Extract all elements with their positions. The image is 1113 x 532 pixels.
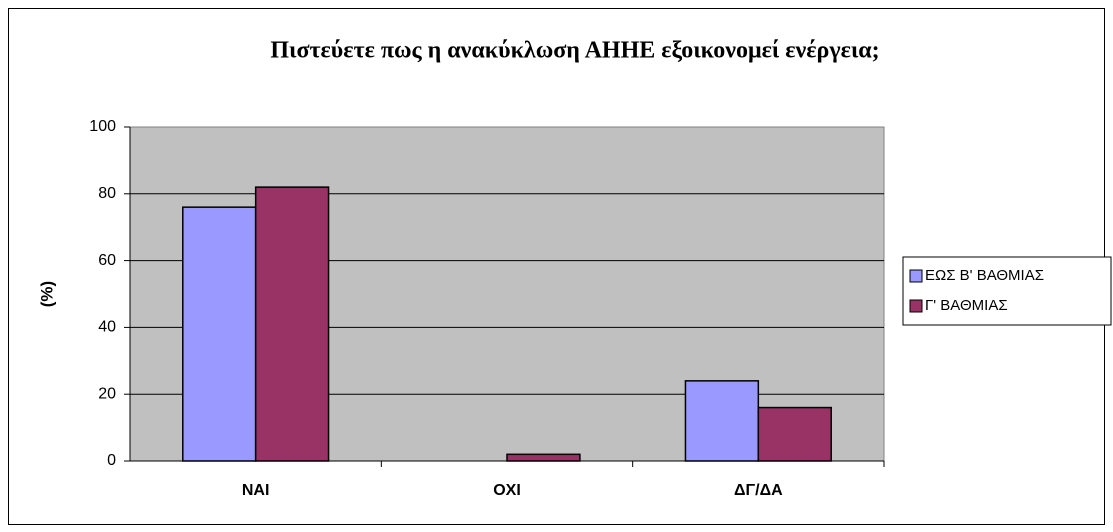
y-tick-label: 60 (98, 252, 116, 269)
y-axis-label: (%) (37, 281, 56, 307)
y-tick-label: 100 (89, 118, 116, 135)
bar (182, 206, 257, 462)
bar (254, 186, 330, 462)
y-tick-label: 0 (107, 452, 116, 469)
legend-swatch (909, 269, 923, 283)
x-tick-label: OXI (493, 482, 521, 499)
y-tick-label: 40 (98, 319, 116, 336)
chart-title: Πιστεύετε πως η ανακύκλωση ΑΗΗΕ εξοικονο… (270, 38, 879, 64)
legend-label: Γ' ΒΑΘΜΙΑΣ (925, 297, 1008, 314)
bar (506, 453, 581, 462)
y-tick-label: 20 (98, 385, 116, 402)
x-tick-label: ΔΓ/ΔΑ (734, 482, 783, 499)
legend-box (902, 256, 1112, 326)
legend-swatch (909, 299, 923, 313)
y-tick-label: 80 (98, 185, 116, 202)
bar (757, 406, 832, 462)
legend-label: ΕΩΣ Β' ΒΑΘΜΙΑΣ (925, 267, 1044, 284)
x-tick-label: NAI (242, 482, 270, 499)
bar (684, 380, 760, 462)
